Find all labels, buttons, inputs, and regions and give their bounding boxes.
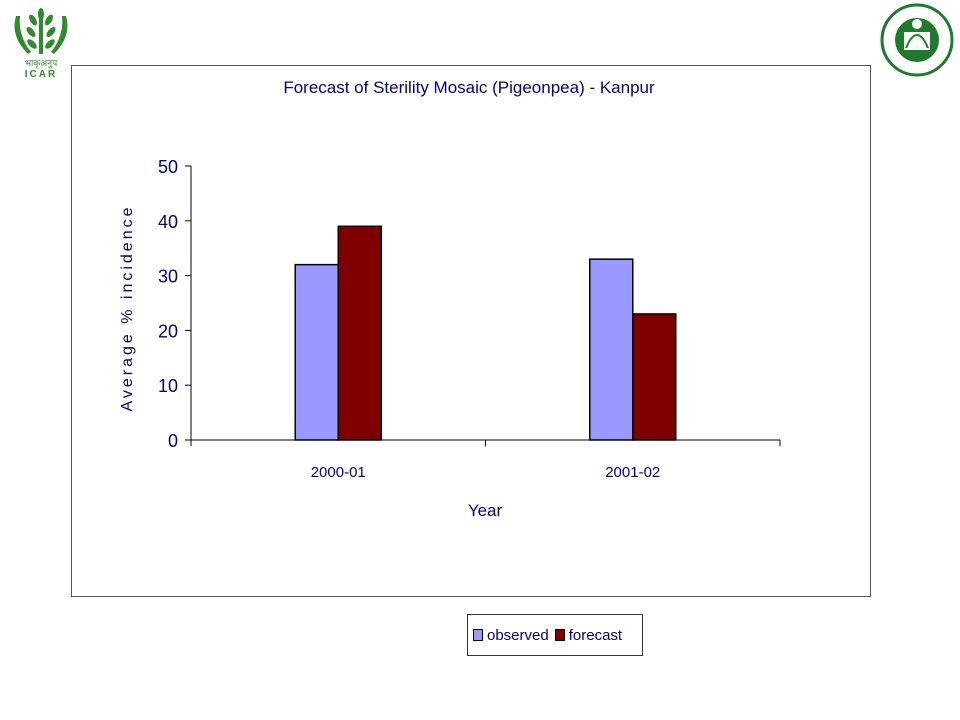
y-tick-label: 0 <box>168 431 178 451</box>
y-tick-label: 10 <box>158 376 178 396</box>
legend: observed forecast <box>467 614 643 656</box>
chart-title: Forecast of Sterility Mosaic (Pigeonpea)… <box>283 78 655 97</box>
legend-label-forecast: forecast <box>568 626 623 644</box>
y-axis-label: Average % incidence <box>119 204 136 411</box>
bar-observed <box>294 263 339 441</box>
x-tick-label: 2001-02 <box>605 464 660 481</box>
legend-item-observed: observed <box>473 627 549 644</box>
iasri-logo <box>880 3 954 77</box>
y-tick-label: 30 <box>158 267 178 287</box>
icar-text: ICAR <box>25 69 57 78</box>
y-tick-label: 20 <box>158 321 178 341</box>
icar-hindi-text: भाकृअनुप <box>25 59 58 69</box>
chart-svg: Forecast of Sterility Mosaic (Pigeonpea)… <box>119 78 781 520</box>
legend-swatch-observed <box>473 629 483 641</box>
chart-frame: Forecast of Sterility Mosaic (Pigeonpea)… <box>71 65 871 656</box>
y-tick-label: 50 <box>158 157 178 177</box>
icar-logo: भाकृअनुप ICAR <box>14 8 68 78</box>
legend-swatch-forecast <box>554 629 565 641</box>
legend-item-forecast: forecast <box>554 626 623 644</box>
legend-label-observed: observed <box>487 626 549 644</box>
y-tick-label: 40 <box>158 212 178 232</box>
wheat-icon <box>14 8 68 54</box>
bar-observed <box>589 258 634 441</box>
plot-area: 0 10 20 30 40 50 2000-01 2001-02 <box>158 157 781 481</box>
x-axis-label: Year <box>468 501 503 520</box>
bar-forecast <box>337 225 382 441</box>
x-tick-label: 2000-01 <box>311 464 366 481</box>
bar-forecast <box>632 313 677 441</box>
